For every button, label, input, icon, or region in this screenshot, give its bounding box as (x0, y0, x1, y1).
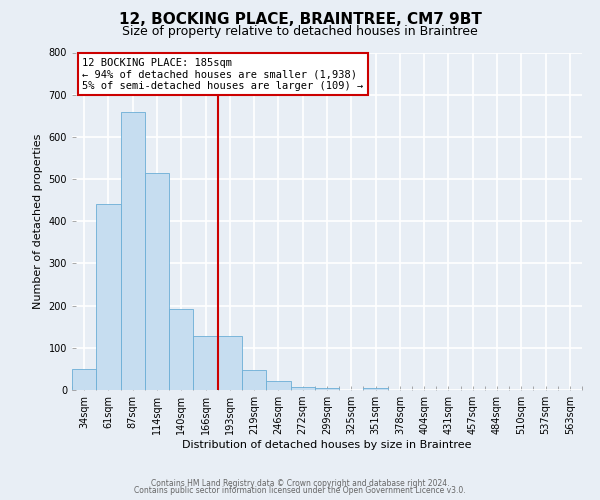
Text: 12 BOCKING PLACE: 185sqm
← 94% of detached houses are smaller (1,938)
5% of semi: 12 BOCKING PLACE: 185sqm ← 94% of detach… (82, 58, 364, 91)
Bar (193, 336, 218, 390)
Text: 12, BOCKING PLACE, BRAINTREE, CM7 9BT: 12, BOCKING PLACE, BRAINTREE, CM7 9BT (119, 12, 481, 28)
Text: Contains public sector information licensed under the Open Government Licence v3: Contains public sector information licen… (134, 486, 466, 495)
Text: Size of property relative to detached houses in Braintree: Size of property relative to detached ho… (122, 25, 478, 38)
Bar (121, 112, 145, 390)
Text: Contains HM Land Registry data © Crown copyright and database right 2024.: Contains HM Land Registry data © Crown c… (151, 478, 449, 488)
Bar (72, 369, 96, 390)
Bar (364, 388, 388, 390)
Bar (315, 388, 339, 390)
Bar (96, 204, 121, 390)
Bar (169, 308, 193, 390)
Bar (145, 172, 169, 390)
Bar (266, 380, 290, 390)
Bar (242, 370, 266, 390)
Bar (218, 336, 242, 390)
Y-axis label: Number of detached properties: Number of detached properties (33, 134, 43, 309)
X-axis label: Distribution of detached houses by size in Braintree: Distribution of detached houses by size … (182, 440, 472, 450)
Bar (290, 386, 315, 390)
